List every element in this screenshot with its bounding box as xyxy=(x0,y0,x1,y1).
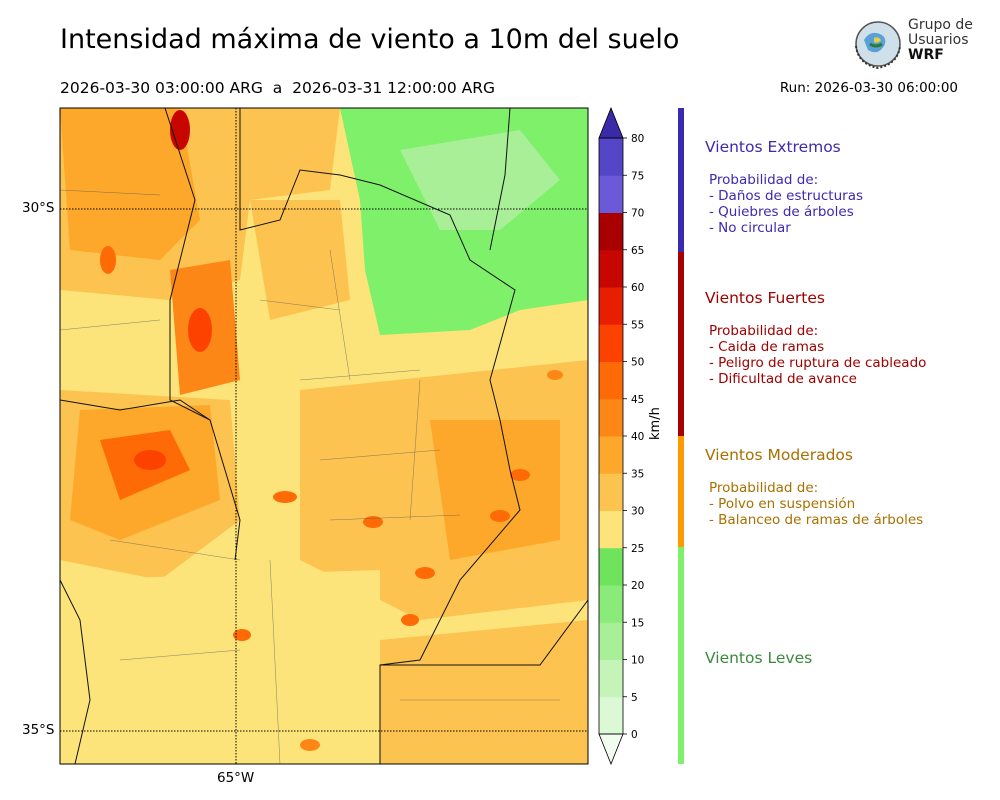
colorbar-tick-label: 80 xyxy=(631,133,644,145)
moderate-wind-region-c xyxy=(250,200,350,320)
province-borders xyxy=(60,108,588,764)
category-light-title: Vientos Leves xyxy=(705,649,813,667)
lat-label-35s: 35°S xyxy=(22,722,55,738)
forecast-period: 2026-03-30 03:00:00 ARG a 2026-03-31 12:… xyxy=(60,79,496,97)
colorbar-band xyxy=(599,212,623,251)
category-strong-text: Probabilidad de: - Caida de ramas - Peli… xyxy=(709,323,927,387)
page-title: Intensidad máxima de viento a 10m del su… xyxy=(60,24,680,55)
colorbar-extend-low xyxy=(598,733,624,766)
lon-label-65w: 65°W xyxy=(217,770,255,786)
colorbar-band xyxy=(599,398,623,437)
hot-spot xyxy=(363,516,383,528)
low-wind-region-light xyxy=(400,130,560,230)
colorbar-tick-label: 0 xyxy=(631,729,638,741)
category-strong-title: Vientos Fuertes xyxy=(705,289,825,307)
category-moderate-text: Probabilidad de: - Polvo en suspensión -… xyxy=(709,480,924,528)
colorbar-band xyxy=(599,287,623,325)
moderate-region-se xyxy=(380,620,588,764)
colorbar-band xyxy=(599,175,623,213)
colorbar-tick-label: 60 xyxy=(631,282,644,294)
hot-spot xyxy=(100,246,116,274)
lat-label-30s: 30°S xyxy=(22,200,55,216)
hot-spot xyxy=(415,567,435,579)
wind-field-map xyxy=(60,108,588,764)
colorbar-band xyxy=(599,324,623,362)
colorbar-band xyxy=(599,547,623,586)
strong-wind-region-nw xyxy=(60,108,200,260)
graticule xyxy=(60,108,588,764)
colorbar-tick-label: 55 xyxy=(631,319,644,331)
category-extreme-text: Probabilidad de: - Daños de estructuras … xyxy=(709,172,864,236)
category-extreme-title: Vientos Extremos xyxy=(705,138,841,156)
hot-spot xyxy=(188,308,212,352)
colorbar-unit-label: km/h xyxy=(648,407,663,440)
colorbar-band xyxy=(599,659,623,698)
low-moderate-region-s xyxy=(60,570,380,764)
colorbar-band xyxy=(599,696,623,735)
hot-spot xyxy=(170,110,190,150)
colorbar-tick-label: 10 xyxy=(631,655,644,667)
strong-wind-region-e xyxy=(430,420,560,560)
colorbar-band xyxy=(599,138,623,176)
category-bar-segment xyxy=(678,252,684,436)
category-bar xyxy=(678,108,684,764)
colorbar-extend-high xyxy=(598,106,624,139)
colorbar-band xyxy=(599,436,623,474)
logo-line-2: Usuarios xyxy=(908,32,969,48)
wrf-logo xyxy=(848,16,968,72)
colorbar-tick-label: 75 xyxy=(631,170,644,182)
category-bar-segment xyxy=(678,547,684,764)
colorbar-tick-label: 45 xyxy=(631,394,644,406)
hot-spot xyxy=(547,370,563,380)
category-bar-segment xyxy=(678,108,684,252)
colorbar: 0 5 10 15 20 25 30 35 40 45 50 55 60 65 70 75 80 xyxy=(598,106,644,766)
colorbar-band xyxy=(599,622,623,660)
hot-spot xyxy=(510,469,530,481)
colorbar-tick-label: 50 xyxy=(631,357,644,369)
colorbar-tick-label: 35 xyxy=(631,468,644,480)
category-moderate-title: Vientos Moderados xyxy=(705,446,853,464)
colorbar-band xyxy=(599,249,623,288)
hot-spot xyxy=(401,614,419,626)
hot-spot xyxy=(273,491,297,503)
hot-spot xyxy=(490,510,510,522)
colorbar-tick-label: 25 xyxy=(631,543,644,555)
globe-icon xyxy=(855,21,901,70)
colorbar-tick-label: 40 xyxy=(631,431,644,443)
hot-spot xyxy=(300,739,320,751)
logo-line-3: WRF xyxy=(908,47,944,63)
run-timestamp: Run: 2026-03-30 06:00:00 xyxy=(779,80,958,96)
hot-spot xyxy=(134,450,166,470)
colorbar-tick-label: 70 xyxy=(631,208,644,220)
category-bar-segment xyxy=(678,436,684,547)
colorbar-band xyxy=(599,510,623,549)
department-borders xyxy=(60,189,560,764)
colorbar-tick-label: 30 xyxy=(631,506,644,518)
colorbar-tick-label: 15 xyxy=(631,617,644,629)
colorbar-band xyxy=(599,585,623,623)
colorbar-tick-label: 65 xyxy=(631,245,644,257)
colorbar-tick-label: 20 xyxy=(631,580,644,592)
map-frame xyxy=(59,107,589,765)
colorbar-tick-label: 5 xyxy=(631,692,638,704)
logo-line-1: Grupo de xyxy=(908,17,973,33)
logo-text: Grupo de Usuarios WRF xyxy=(908,18,973,63)
hot-spot xyxy=(233,629,251,641)
colorbar-band xyxy=(599,473,623,511)
colorbar-band xyxy=(599,361,623,400)
